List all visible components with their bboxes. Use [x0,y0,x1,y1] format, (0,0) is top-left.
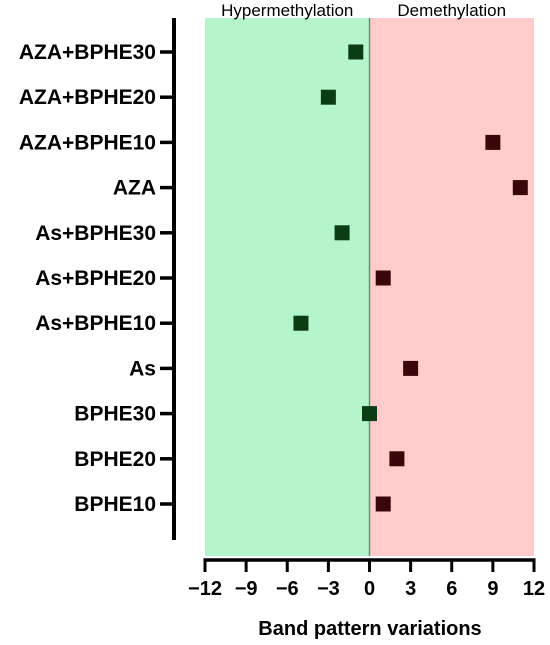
x-tick-label: −3 [317,578,340,600]
x-tick-label: 12 [523,578,545,600]
category-label: As [129,357,156,380]
region-label: Demethylation [397,1,506,20]
category-label: As+BPHE20 [35,267,156,290]
data-point [362,406,377,422]
x-tick-label: −12 [188,578,222,600]
data-point [485,134,501,150]
data-point [375,270,391,286]
x-axis: −12 −9 −6 −3 0 3 6 9 12 [188,558,545,600]
data-point [293,315,309,331]
x-tick-label: 9 [487,578,498,600]
data-point [348,44,364,60]
data-point [320,89,336,105]
data-points [293,44,528,512]
category-label: BPHE30 [74,403,156,426]
category-label: BPHE10 [74,493,156,516]
data-point [512,180,528,196]
x-axis-title: Band pattern variations [258,618,481,640]
data-point [334,225,350,241]
region-demethylation [369,18,534,556]
region-label: Hypermethylation [221,1,353,20]
category-label: As+BPHE30 [35,222,156,245]
category-label: AZA [113,177,156,200]
region-hypermethylation [205,18,370,556]
data-point [375,496,391,512]
data-point [389,451,405,467]
category-label: AZA+BPHE30 [19,41,156,64]
category-label: AZA+BPHE10 [19,131,156,154]
y-axis: AZA+BPHE30 AZA+BPHE20 AZA+BPHE10 AZA As+BPHE… [19,18,176,540]
category-label: AZA+BPHE20 [19,86,156,109]
category-label: BPHE20 [74,448,156,471]
x-tick-label: −6 [276,578,299,600]
x-tick-label: 6 [446,578,457,600]
x-tick-label: −9 [235,578,258,600]
x-tick-label: 3 [405,578,416,600]
x-tick-label: 0 [364,578,375,600]
region-backgrounds [205,18,534,556]
category-label: As+BPHE10 [35,312,156,335]
data-point [403,360,419,376]
region-labels: Hypermethylation Demethylation [221,1,506,20]
